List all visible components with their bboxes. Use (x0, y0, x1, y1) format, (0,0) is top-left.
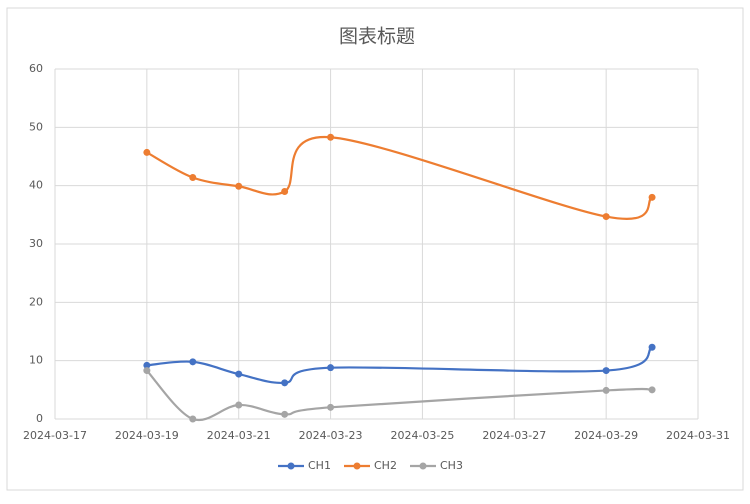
data-point (281, 410, 289, 418)
data-point (648, 193, 656, 201)
x-tick-label: 2024-03-31 (666, 429, 730, 442)
y-tick-label: 60 (29, 62, 43, 75)
data-point (327, 364, 335, 372)
data-point (189, 415, 197, 423)
legend-marker (419, 462, 427, 470)
data-point (235, 370, 243, 378)
data-point (602, 213, 610, 221)
data-point (189, 358, 197, 366)
x-tick-label: 2024-03-23 (299, 429, 363, 442)
y-tick-label: 10 (29, 354, 43, 367)
data-point (143, 148, 151, 156)
data-point (189, 174, 197, 181)
x-tick-label: 2024-03-19 (115, 429, 179, 442)
x-tick-label: 2024-03-27 (482, 429, 546, 442)
y-tick-label: 50 (29, 120, 43, 133)
x-tick-label: 2024-03-25 (390, 429, 454, 442)
y-tick-label: 20 (29, 295, 43, 308)
y-tick-label: 0 (36, 412, 43, 425)
x-tick-label: 2024-03-21 (207, 429, 271, 442)
data-point (327, 133, 335, 141)
chart-title: 图表标题 (339, 26, 415, 48)
data-point (648, 343, 656, 351)
x-tick-label: 2024-03-29 (574, 429, 638, 442)
legend-label: CH2 (374, 459, 397, 472)
data-point (143, 367, 151, 375)
y-tick-label: 30 (29, 237, 43, 250)
data-point (281, 379, 289, 387)
legend-label: CH3 (440, 459, 463, 472)
data-point (143, 361, 151, 369)
chart-frame (6, 7, 744, 491)
data-point (327, 403, 335, 411)
data-point (281, 188, 289, 195)
x-tick-label: 2024-03-17 (23, 429, 87, 442)
data-point (602, 386, 610, 394)
legend-marker (287, 462, 295, 470)
data-point (648, 386, 656, 394)
legend-marker (353, 462, 361, 470)
data-point (235, 401, 243, 409)
legend-label: CH1 (308, 459, 331, 472)
data-point (235, 182, 243, 190)
data-point (602, 367, 610, 375)
y-tick-label: 40 (29, 179, 43, 192)
